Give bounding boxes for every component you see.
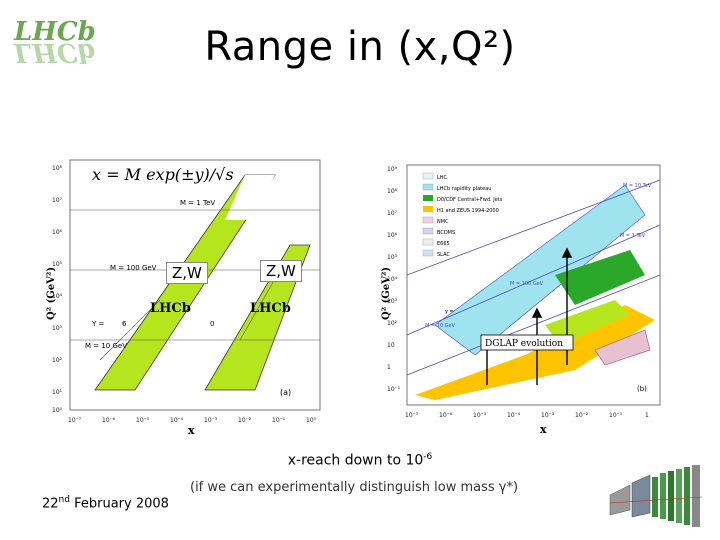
legend-item: H1 and ZEUS 1994-2000 <box>437 208 499 214</box>
y-tick: 1 <box>387 364 391 371</box>
y-tick: 10² <box>52 357 63 364</box>
y-tick: 10² <box>387 320 398 327</box>
x-tick: 10⁻⁵ <box>136 417 150 424</box>
x-tick: 10⁻³ <box>204 417 218 424</box>
left-x-ticks: 10⁻⁷ 10⁻⁶ 10⁻⁵ 10⁻⁴ 10⁻³ 10⁻² 10⁻¹ 10⁰ <box>68 417 317 424</box>
y-tick: 10¹ <box>52 389 63 396</box>
x-tick: 10⁻⁷ <box>405 412 419 419</box>
x-reach-exponent: -6 <box>423 452 433 462</box>
y-tick: 10 <box>387 342 395 349</box>
label-m1tev: M = 1 TeV <box>620 233 646 239</box>
legend-item: LHCb rapidity plateau <box>437 186 491 192</box>
fixed-target-region <box>594 329 651 366</box>
dglap-label: DGLAP evolution <box>485 339 563 349</box>
right-x-ticks: 10⁻⁷ 10⁻⁶ 10⁻⁵ 10⁻⁴ 10⁻³ 10⁻² 10⁻¹ 1 <box>405 412 649 419</box>
left-y-ticks: 10⁸ 10⁷ 10⁶ 10⁵ 10⁴ 10³ 10² 10¹ 10⁰ <box>52 165 63 414</box>
y-tick: 10⁴ <box>387 276 398 283</box>
y-tick: 10⁰ <box>52 407 63 414</box>
left-ylabel: Q² (GeV²) <box>46 267 57 320</box>
lhcb-label-left: LHCb <box>150 301 191 316</box>
logo-text: LHCb <box>13 17 96 47</box>
date-label: 22nd February 2008 <box>42 495 169 511</box>
zw-label-right: Z,W <box>260 260 302 282</box>
label-y: Y = <box>91 320 105 328</box>
x-tick: 10⁻⁴ <box>507 412 521 419</box>
lhcb-label-right: LHCb <box>250 301 291 316</box>
x-reach-main: x-reach down to 10 <box>287 452 424 469</box>
x-tick: 10⁰ <box>306 417 317 424</box>
y-tick: 10⁶ <box>52 229 63 236</box>
x-tick: 10⁻⁴ <box>170 417 184 424</box>
footnote: (if we can experimentally distinguish lo… <box>190 480 519 495</box>
legend-item: NMC <box>437 219 449 225</box>
y-tick: 10⁵ <box>52 261 63 268</box>
formula: x = M exp(±y)/√s <box>92 165 234 184</box>
m1tev-line <box>406 224 661 336</box>
label-m10: M = 10 GeV <box>85 342 127 350</box>
diag-line-1 <box>99 299 161 361</box>
label-m10tev: M = 10 TeV <box>623 183 652 189</box>
x-tick: 1 <box>645 412 649 419</box>
x-tick: 10⁻⁵ <box>473 412 487 419</box>
x-tick: 10⁻¹ <box>609 412 623 419</box>
right-legend: LHC LHCb rapidity plateau D0/CDF Central… <box>422 172 503 258</box>
panel-a: (a) <box>280 388 291 397</box>
panel-b: (b) <box>637 385 647 393</box>
x-tick: 10⁻⁶ <box>102 417 116 424</box>
x-tick: 10⁻³ <box>541 412 555 419</box>
right-kinematic-plot: LHC LHCb rapidity plateau D0/CDF Central… <box>381 164 661 436</box>
detector-image <box>609 465 703 527</box>
y-tick: 10⁹ <box>387 166 398 173</box>
label-m100: M = 100 GeV <box>110 264 157 272</box>
dglap-box <box>480 334 574 351</box>
y-tick: 10⁴ <box>52 293 63 300</box>
white-wedge <box>225 175 275 220</box>
x-tick: 10⁻² <box>238 417 252 424</box>
date-day: 22 <box>42 496 59 512</box>
y-tick: 10⁸ <box>387 188 398 195</box>
page-title: Range in (x,Q²) <box>204 24 516 70</box>
legend-item: SLAC <box>437 252 450 258</box>
date-suffix: nd <box>58 495 70 505</box>
y-tick: 10⁸ <box>52 165 63 172</box>
legend-item: E665 <box>437 241 450 247</box>
lhcb-plateau-region <box>545 300 630 345</box>
x-tick: 10⁻¹ <box>272 417 286 424</box>
legend-item: D0/CDF Central+Fwd. Jets <box>437 197 503 203</box>
label-m10: M = 10 GeV <box>425 323 456 329</box>
y-tick: 10⁶ <box>387 232 398 239</box>
label-m1tev: M = 1 TeV <box>180 199 215 207</box>
x-reach-text: x-reach down to 10-6 <box>150 452 570 469</box>
label-6: 6 <box>122 320 127 328</box>
y-tick: 10⁷ <box>52 197 63 204</box>
y-tick: 10³ <box>52 325 63 332</box>
y-tick: 10⁷ <box>387 210 398 217</box>
legend-item: LHC <box>437 175 448 181</box>
label-m100: M = 100 GeV <box>510 281 544 287</box>
right-y-ticks: 10⁹ 10⁸ 10⁷ 10⁶ 10⁵ 10⁴ 10³ 10² 10 1 10⁻… <box>387 166 401 393</box>
right-ylabel: Q² (GeV²) <box>381 267 392 320</box>
y-tick: 10³ <box>387 298 398 305</box>
d0-cdf-region <box>555 250 645 305</box>
lhcb-logo: LHCb LHCb <box>8 10 108 74</box>
y-tick: 10⁻¹ <box>387 386 401 393</box>
x-tick: 10⁻⁶ <box>439 412 453 419</box>
left-kinematic-plot: x = M exp(±y)/√s M = 1 TeV M = 100 GeV M… <box>46 159 321 435</box>
m10tev-line <box>406 179 661 276</box>
x-tick: 10⁻² <box>575 412 589 419</box>
x-tick: 10⁻⁷ <box>68 417 82 424</box>
left-xlabel: x <box>188 424 195 435</box>
date-rest: February 2008 <box>69 496 169 512</box>
legend-item: BCDMS <box>437 230 455 236</box>
label-0: 0 <box>210 320 214 328</box>
m100-line <box>406 274 661 376</box>
lhc-cyan-band <box>434 184 646 356</box>
right-xlabel: x <box>540 423 547 436</box>
logo-reflection: LHCb <box>13 37 96 67</box>
label-y: y = <box>445 309 454 315</box>
zw-label-left: Z,W <box>166 262 208 284</box>
y-tick: 10⁵ <box>387 254 398 261</box>
